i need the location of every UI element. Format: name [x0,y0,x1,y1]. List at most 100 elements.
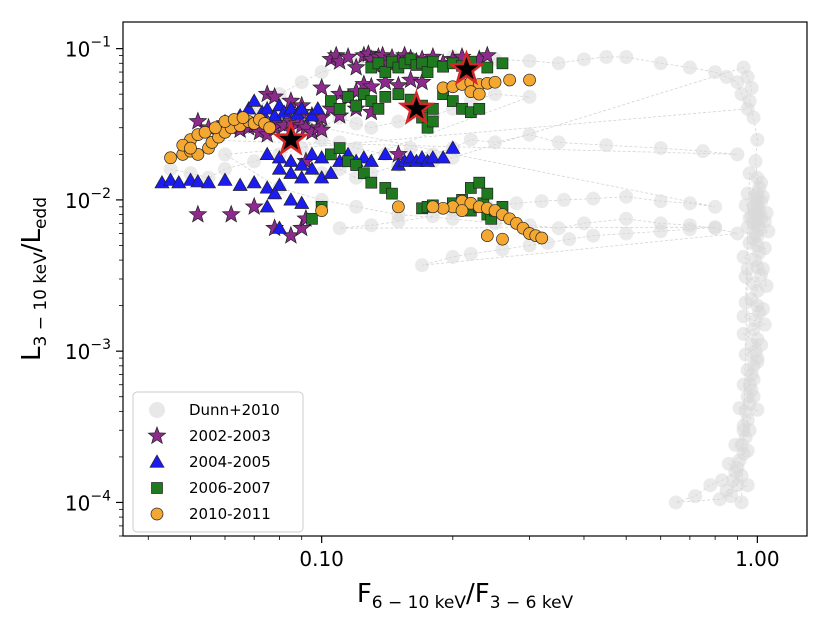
point-2004-2005 [162,172,179,186]
point-2004-2005 [363,153,379,167]
point-2010-2011 [236,111,250,124]
dunn-point [488,87,503,102]
x-tick-label: 1.00 [735,547,780,571]
point-2002-2003 [292,218,312,237]
dunn-point [653,141,668,156]
legend-label: 2004-2005 [189,453,271,471]
dunn-point [755,261,770,276]
point-2002-2003 [361,76,381,95]
dunn-point [463,132,478,147]
point-2010-2011 [208,121,222,135]
dunn-point [703,478,718,493]
point-2010-2011 [426,200,440,214]
dunn-point [576,52,591,67]
dunn-point [734,495,749,510]
dunn-point [757,317,772,332]
dunn-point [217,147,232,162]
dunn-point [599,50,614,65]
point-2006-2007 [358,167,370,180]
legend-marker [150,507,164,521]
point-2006-2007 [342,91,354,103]
point-2002-2003 [312,77,332,97]
dunn-point [719,69,734,84]
dunn-point [619,211,634,226]
point-2004-2005 [283,165,299,179]
dunn-point [742,423,757,438]
point-2004-2005 [200,174,217,189]
dunn-point [748,154,763,169]
x-axis-label-sub2: 3 − 6 keV [490,593,574,613]
point-2006-2007 [372,102,385,115]
dunn-point [557,192,572,207]
dunn-point [755,189,770,204]
dunn-point [349,199,364,214]
dunn-point [217,162,232,177]
dunn-point [740,443,755,458]
point-2002-2003 [375,72,395,91]
point-2006-2007 [333,102,346,115]
point-2002-2003 [265,86,285,105]
point-2006-2007 [372,57,385,70]
dunn-point [586,191,601,206]
point-2010-2011 [392,200,405,214]
point-2006-2007 [306,212,318,225]
point-2006-2007 [427,115,439,128]
dunn-point [746,110,761,125]
point-2004-2005 [283,101,299,115]
point-2002-2003 [330,105,350,124]
dunn-point [757,241,772,256]
dunn-point [522,238,537,253]
legend-marker [151,482,163,494]
point-2004-2005 [304,108,320,122]
point-2004-2005 [232,177,248,191]
series-2010-2011 [164,73,549,246]
point-2006-2007 [392,88,405,101]
dunn-point [364,120,379,135]
point-2010-2011 [472,87,486,101]
dunn-point [688,489,703,504]
point-2006-2007 [481,61,494,74]
point-2004-2005 [294,101,310,115]
point-2004-2005 [190,173,206,188]
data-layer [154,44,776,510]
x-axis-label-main2: F [475,579,490,609]
dunn-point [391,214,406,229]
dunn-point [463,246,478,261]
point-2006-2007 [446,95,459,107]
point-2004-2005 [246,174,262,189]
dunn-point [736,377,751,392]
x-axis-label-sep: / [466,579,475,609]
point-2002-2003 [188,204,208,223]
point-2010-2011 [523,73,536,87]
dunn-point [619,226,634,241]
point-2006-2007 [325,148,337,161]
dunn-point [736,249,751,264]
point-2004-2005 [271,161,288,175]
dunn-point [576,216,591,231]
dunn-point [724,489,739,504]
dunn-point [740,69,755,84]
dunn-point [332,221,347,236]
dunn-point [738,347,753,362]
point-2004-2005 [310,101,326,115]
point-2004-2005 [259,101,275,115]
dunn-point [742,235,757,250]
point-2004-2005 [259,199,275,213]
dunn-point [732,401,747,416]
x-axis-label-main1: F [357,579,372,609]
point-2006-2007 [358,88,370,101]
legend-marker [149,454,165,468]
point-2004-2005 [241,101,257,115]
dunn-point [759,205,774,220]
dunn-point [708,220,723,235]
dunn-point [755,302,770,317]
point-2010-2011 [496,232,509,246]
dunn-point [708,199,723,214]
point-2010-2011 [535,231,549,245]
dunn-point [742,166,757,181]
y-axis-label-sub2: edd [31,197,51,229]
highlight-star [447,49,486,86]
point-2010-2011 [488,75,502,89]
dunn-point [294,75,309,90]
